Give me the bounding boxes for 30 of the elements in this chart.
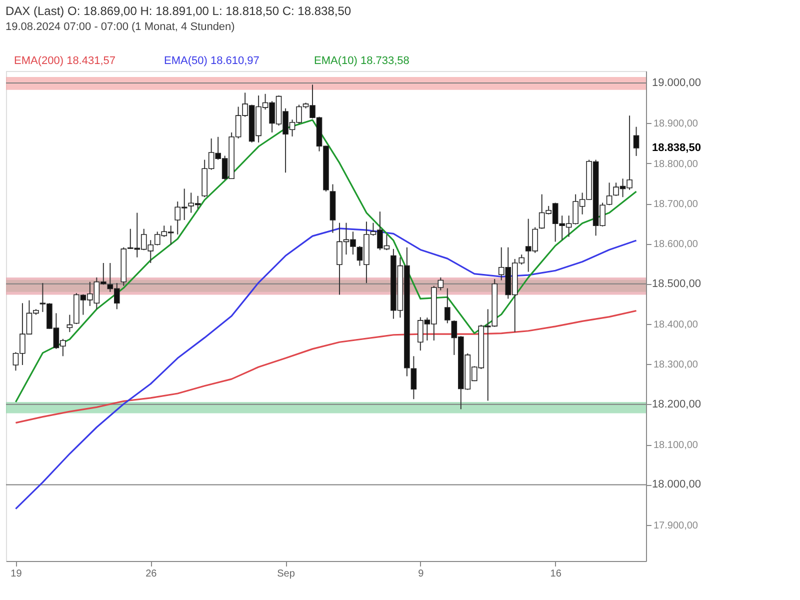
y-tick-label: 18.300,00 (654, 360, 698, 371)
y-tick-label: 18.100,00 (654, 440, 698, 452)
ref-line-label: 18.200,00 (652, 398, 701, 410)
y-tick-label: 18.800,00 (654, 158, 698, 170)
ref-line-label: 18.500,00 (652, 278, 701, 290)
candlestick (66, 314, 73, 333)
candlestick (444, 288, 450, 324)
chart-subtitle: 19.08.2024 07:00 - 07:00 (1 Monat, 4 Stunden) (6, 21, 235, 33)
x-tick-label: Sep (277, 568, 296, 580)
y-tick-label: 18.600,00 (654, 239, 698, 250)
text: EMA(10) 18.733,58 (314, 55, 410, 67)
y-tick-label: 17.900,00 (654, 520, 698, 532)
text: EMA(50) 18.610,97 (164, 55, 260, 67)
y-tick-label: 18.400,00 (654, 320, 698, 331)
y-tick-label: 18.900,00 (654, 118, 698, 130)
candlestick (410, 356, 417, 400)
ref-line-label: 19.000,00 (652, 77, 701, 90)
x-tick-label: 9 (418, 568, 424, 580)
x-tick-label: 16 (550, 568, 562, 580)
x-tick-label: 26 (146, 568, 158, 580)
line-series (14, 228, 638, 510)
candlestick (633, 126, 640, 156)
chart-title: DAX (Last) O: 18.869,00 H: 18.891,00 L: 18.818,50 C: 18.838,50 (6, 4, 352, 18)
candlestick (606, 182, 612, 206)
text: EMA(200) 18.431,57 (14, 55, 116, 67)
line-series (14, 310, 638, 424)
y-tick-label: 18.700,00 (654, 199, 698, 210)
text: 18.838,50 (652, 142, 701, 154)
ref-line-label: 18.000,00 (652, 478, 701, 491)
x-tick-label: 19 (10, 568, 22, 580)
